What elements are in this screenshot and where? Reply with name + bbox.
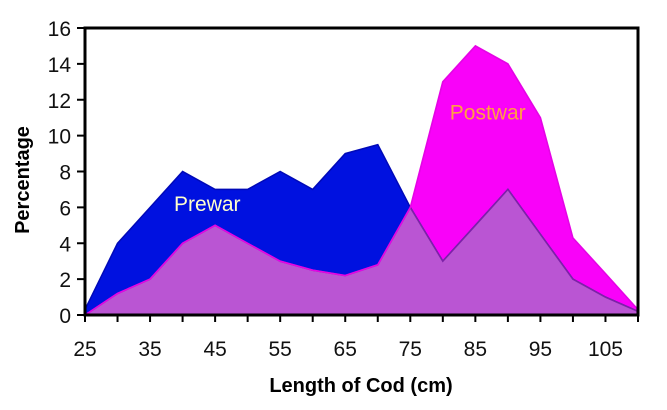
x-tick-label: 75 xyxy=(399,338,422,361)
axis-tick-labels: 25 35 45 55 65 75 85 95 105 0 2 4 6 8 10 12 14 16 xyxy=(48,18,623,361)
series-label-prewar: Prewar xyxy=(174,193,241,216)
x-tick-label: 35 xyxy=(138,338,161,361)
y-tick-label: 0 xyxy=(59,305,71,328)
x-tick-label: 95 xyxy=(529,338,552,361)
y-axis-title: Percentage xyxy=(12,126,34,234)
y-tick-label: 8 xyxy=(59,162,71,185)
x-tick-label: 105 xyxy=(588,338,623,361)
y-tick-label: 4 xyxy=(59,233,71,256)
y-tick-label: 6 xyxy=(59,197,71,220)
y-tick-label: 14 xyxy=(48,54,72,77)
x-tick-label: 65 xyxy=(334,338,357,361)
axis-ticks xyxy=(77,27,639,322)
series-labels: Prewar Postwar xyxy=(174,101,526,215)
x-tick-label: 85 xyxy=(464,338,487,361)
chart-areas xyxy=(82,44,639,316)
postwar-line xyxy=(84,44,639,316)
x-tick-label: 45 xyxy=(203,338,226,361)
x-tick-label: 55 xyxy=(268,338,291,361)
y-tick-label: 12 xyxy=(48,90,71,113)
y-tick-label: 2 xyxy=(59,269,71,292)
y-tick-label: 16 xyxy=(48,18,71,41)
x-axis-title: Length of Cod (cm) xyxy=(269,375,452,397)
y-tick-label: 10 xyxy=(48,126,71,149)
x-tick-label: 25 xyxy=(73,338,96,361)
series-label-postwar: Postwar xyxy=(450,101,526,124)
